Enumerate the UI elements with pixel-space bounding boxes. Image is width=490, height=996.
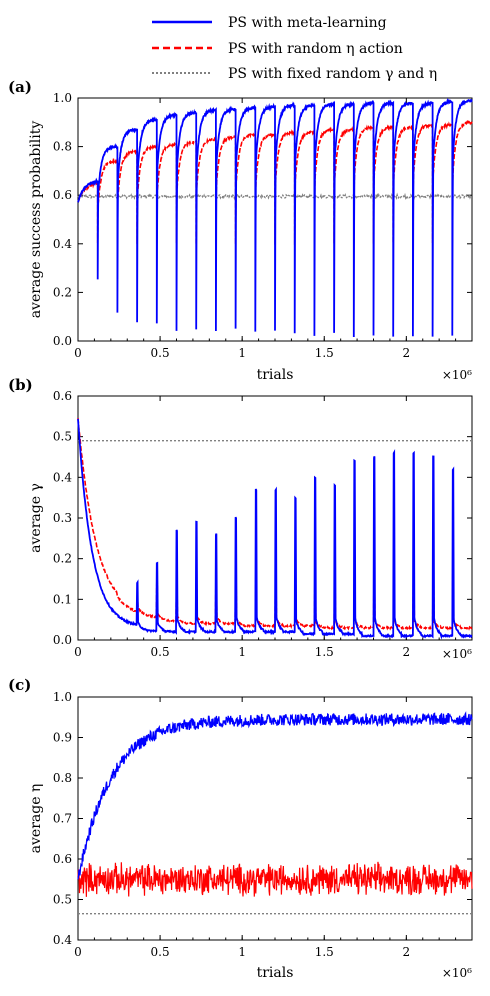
y-tick-label: 0.2 [53,552,72,566]
x-tick-label: 1.5 [315,346,334,360]
x-tick-label: 2 [403,945,411,959]
x-tick-label: 0 [74,346,82,360]
y-tick-label: 0.4 [53,470,72,484]
y-tick-label: 0.0 [53,334,72,348]
panel-label: (b) [8,376,33,394]
y-tick-label: 1.0 [53,690,72,704]
y-tick-label: 1.0 [53,91,72,105]
x-multiplier: ×10⁶ [442,368,472,382]
y-tick-label: 0.5 [53,430,72,444]
y-tick-label: 0.5 [53,893,72,907]
y-tick-label: 0.3 [53,511,72,525]
series-meta-learning [77,418,473,640]
y-tick-label: 0.6 [53,188,72,202]
x-tick-label: 1 [238,346,246,360]
y-tick-label: 0.8 [53,140,72,154]
series-meta-learning [77,711,473,880]
legend-label-random-eta: PS with random η action [228,41,403,57]
y-tick-label: 0.4 [53,237,72,251]
panel-label: (a) [8,78,32,96]
panel-label: (c) [8,676,31,694]
x-tick-label: 2 [403,346,411,360]
x-tick-label: 0.5 [151,346,170,360]
y-tick-label: 0.7 [53,812,72,826]
panel-a: 0 0.5 1 1.5 2 0.0 0.2 0.4 0.6 0.8 1.0 (a) trials ×10⁶… [8,78,473,383]
legend: PS with meta-learning PS with random η a… [152,15,437,82]
x-tick-label: 0.5 [151,945,170,959]
y-tick-label: 0.6 [53,852,72,866]
y-tick-label: 0.9 [53,731,72,745]
x-tick-label: 1 [238,945,246,959]
panel-b: 0 0.5 1 1.5 2 0.0 0.1 0.2 0.3 0.4 0.5 0.6 (b) ×10⁶ ave… [8,376,473,661]
y-tick-label: 0.6 [53,389,72,403]
x-tick-label: 0 [74,945,82,959]
series-random-eta [77,417,473,631]
x-multiplier: ×10⁶ [442,647,472,661]
legend-label-meta: PS with meta-learning [228,15,387,31]
x-axis-label: trials [257,965,294,981]
series-fixed-random [77,192,472,201]
y-tick-label: 0.4 [53,933,72,947]
panel-c: 0 0.5 1 1.5 2 0.4 0.5 0.6 0.7 0.8 0.9 1.0 (c) trials ×… [8,676,473,981]
y-tick-label: 0.1 [53,592,72,606]
x-tick-label: 1 [238,645,246,659]
x-tick-label: 2 [403,645,411,659]
x-multiplier: ×10⁶ [442,966,472,980]
plot-frame [77,696,473,941]
y-tick-label: 0.2 [53,285,72,299]
y-axis-label: average γ [28,483,44,553]
series-meta-learning [77,97,473,337]
x-tick-label: 1.5 [315,645,334,659]
x-tick-label: 0.5 [151,645,170,659]
y-tick-label: 0.8 [53,771,72,785]
x-tick-label: 0 [74,645,82,659]
x-axis-label: trials [257,367,294,383]
series-random-eta [77,861,473,897]
y-axis-label: average η [28,784,44,854]
legend-label-fixed: PS with fixed random γ and η [228,66,437,82]
y-axis-label: average success probability [28,121,44,319]
y-tick-label: 0.0 [53,633,72,647]
x-tick-label: 1.5 [315,945,334,959]
